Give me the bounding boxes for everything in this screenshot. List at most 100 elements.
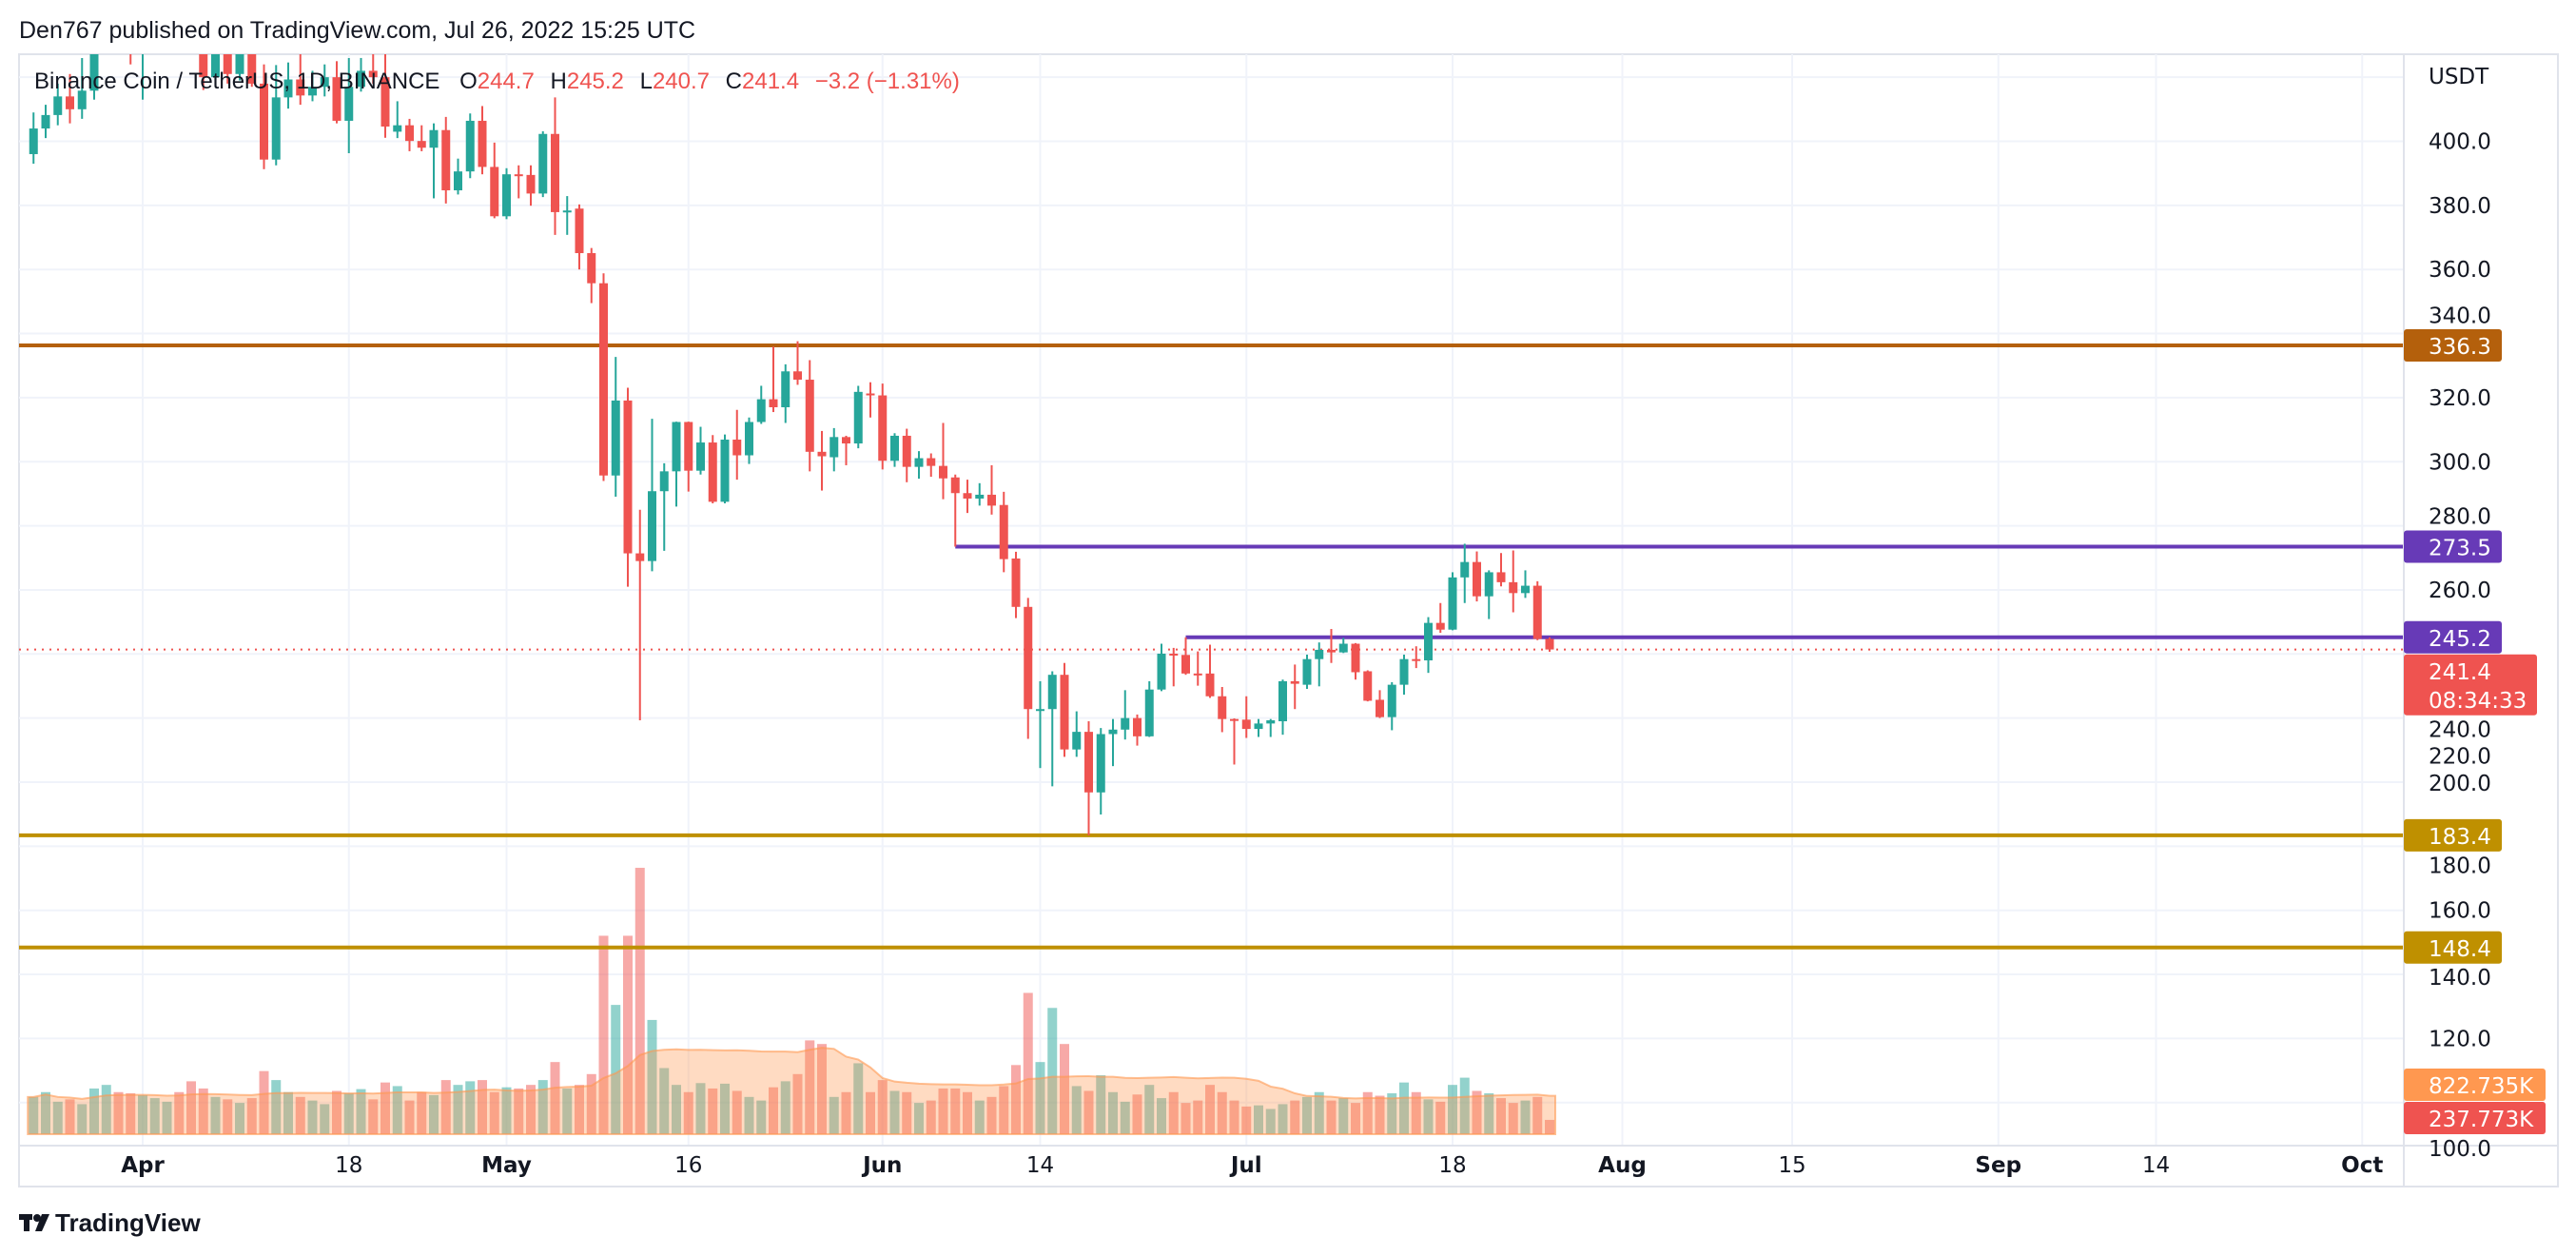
level-price-tag: 245.2 <box>2404 620 2502 654</box>
volume-bar <box>489 1091 499 1134</box>
volume-bar <box>623 935 633 1134</box>
level-price-tag-bg <box>2404 818 2502 852</box>
candle <box>975 482 985 506</box>
candle-body <box>745 422 753 456</box>
candle <box>308 70 317 102</box>
candle-body <box>1096 734 1105 793</box>
volume-bar <box>478 1080 487 1134</box>
candle-body <box>247 54 257 84</box>
candle-body <box>271 97 281 160</box>
candle-body <box>538 133 548 194</box>
candle <box>441 116 451 204</box>
volume-bar <box>41 1091 50 1134</box>
candle <box>562 196 572 235</box>
last-price-tag: 241.4 08:34:33 <box>2404 654 2537 716</box>
candle-body <box>732 440 742 456</box>
candle-body <box>805 380 814 452</box>
candle-body <box>53 96 63 115</box>
volume-bar <box>1362 1091 1373 1134</box>
candle <box>999 491 1008 573</box>
candle-body <box>1521 585 1530 594</box>
candle <box>1290 664 1299 710</box>
candle-body <box>332 77 342 121</box>
volume-bar <box>817 1044 827 1134</box>
candle <box>781 363 790 423</box>
candle-body <box>405 125 414 142</box>
volume-bar <box>1217 1091 1227 1134</box>
time-axis[interactable]: Apr 18 May 16 Jun 14 Jul 18 Aug 15 Sep 14 Oct <box>121 1153 2383 1178</box>
candle-body <box>1315 649 1324 659</box>
candle-body <box>866 393 875 396</box>
volume-bar <box>1229 1100 1239 1134</box>
volume-bar <box>744 1096 754 1134</box>
tradingview-logo[interactable]: TradingView <box>19 1208 201 1237</box>
volume-bar <box>914 1103 924 1134</box>
candle-body <box>490 167 499 217</box>
candle <box>1133 714 1142 746</box>
candle <box>987 464 996 515</box>
volume-bar <box>1060 1044 1069 1134</box>
volume-bar <box>1520 1100 1531 1134</box>
candle <box>1193 651 1202 686</box>
plot-area[interactable] <box>19 0 2404 1135</box>
candle <box>296 54 305 106</box>
candle-body <box>393 125 402 132</box>
candle-body <box>1327 649 1336 653</box>
volume-bar <box>1411 1091 1421 1134</box>
volume-bar <box>1508 1103 1518 1134</box>
volume-last-tag-text: 237.773K <box>2429 1108 2534 1132</box>
candle-body <box>1084 732 1093 793</box>
level-price-tag-text: 148.4 <box>2429 937 2491 962</box>
level-price-tag-text: 183.4 <box>2429 825 2491 850</box>
volume-bar <box>320 1104 330 1134</box>
date-tick-label: Aug <box>1598 1153 1647 1178</box>
candle <box>1218 686 1227 733</box>
candle <box>648 419 656 572</box>
candle-body <box>502 174 511 217</box>
volume-bar <box>89 1088 99 1134</box>
candle-body <box>684 422 693 471</box>
level-price-tag-text: 273.5 <box>2429 536 2491 560</box>
candle-body <box>478 120 487 167</box>
volume-bar <box>1435 1101 1446 1134</box>
volume-bar <box>1459 1077 1470 1134</box>
candle-body <box>1024 606 1033 710</box>
volume-bar <box>283 1091 293 1134</box>
candle-body <box>1424 622 1433 661</box>
level-price-tag: 183.4 <box>2404 818 2502 852</box>
candle <box>514 165 523 199</box>
volume-bar <box>708 1088 718 1134</box>
candle-body <box>1363 671 1373 701</box>
candle-body <box>1181 655 1190 674</box>
volume-ma-tag-bg <box>2404 1069 2546 1102</box>
candle-body <box>357 70 365 88</box>
candle <box>393 101 402 139</box>
volume-last-tag-bg <box>2404 1102 2546 1135</box>
candle-body <box>902 435 911 467</box>
candle-body <box>1144 689 1154 736</box>
volume-bar <box>138 1094 147 1134</box>
candle-body <box>344 87 354 121</box>
price-axis[interactable]: USDT 400.0 380.0 360.0 340.0 320.0 300.0 280.0… <box>2429 65 2491 1162</box>
volume-bar <box>672 1085 681 1134</box>
candle-body <box>29 128 38 154</box>
candle <box>1327 629 1336 663</box>
legend-open-value: 244.7 <box>478 69 535 94</box>
candle <box>77 57 87 119</box>
candle-body <box>1205 673 1215 697</box>
candle <box>29 112 38 165</box>
volume-bar <box>780 1081 790 1134</box>
level-price-tag-bg <box>2404 620 2502 654</box>
candle <box>1302 654 1312 690</box>
candle-body <box>1108 729 1118 735</box>
candle <box>890 433 899 467</box>
level-price-tag-bg <box>2404 931 2502 964</box>
candle-body <box>199 54 208 78</box>
candle-body <box>599 283 608 476</box>
volume-bar <box>1205 1085 1215 1134</box>
level-price-tag-bg <box>2404 530 2502 563</box>
candles <box>29 54 1554 835</box>
candle-body <box>1412 658 1421 661</box>
candle <box>1121 690 1130 740</box>
